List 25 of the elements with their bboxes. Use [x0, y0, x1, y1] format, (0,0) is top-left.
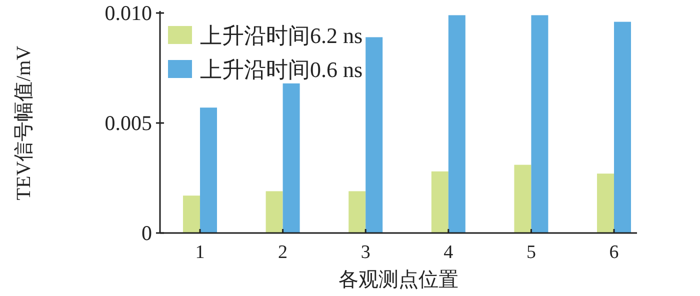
- bar: [183, 196, 200, 233]
- x-tick-label: 6: [609, 242, 619, 263]
- x-tick-label: 4: [444, 242, 454, 263]
- bar: [282, 83, 300, 233]
- legend-label: 上升沿时间6.2 ns: [200, 23, 363, 48]
- bar: [348, 191, 366, 233]
- y-tick-label: 0.005: [104, 111, 152, 135]
- bar: [431, 171, 448, 233]
- bar: [448, 15, 466, 233]
- bar: [266, 191, 283, 233]
- bar: [597, 174, 614, 233]
- bar: [200, 108, 217, 233]
- x-axis-title: 各观测点位置: [338, 269, 458, 291]
- x-tick-label: 2: [278, 242, 288, 263]
- bar: [514, 164, 532, 233]
- bar: [366, 37, 383, 233]
- bar: [531, 15, 548, 233]
- x-tick-label: 3: [360, 242, 370, 263]
- x-tick-label: 5: [526, 242, 536, 263]
- legend-label: 上升沿时间0.6 ns: [200, 57, 363, 82]
- y-axis-title: TEV信号幅值/mV: [13, 45, 35, 200]
- y-tick-label: 0.010: [104, 1, 152, 25]
- y-tick-label: 0: [142, 221, 152, 245]
- bar: [614, 22, 631, 233]
- x-tick-label: 1: [195, 242, 205, 263]
